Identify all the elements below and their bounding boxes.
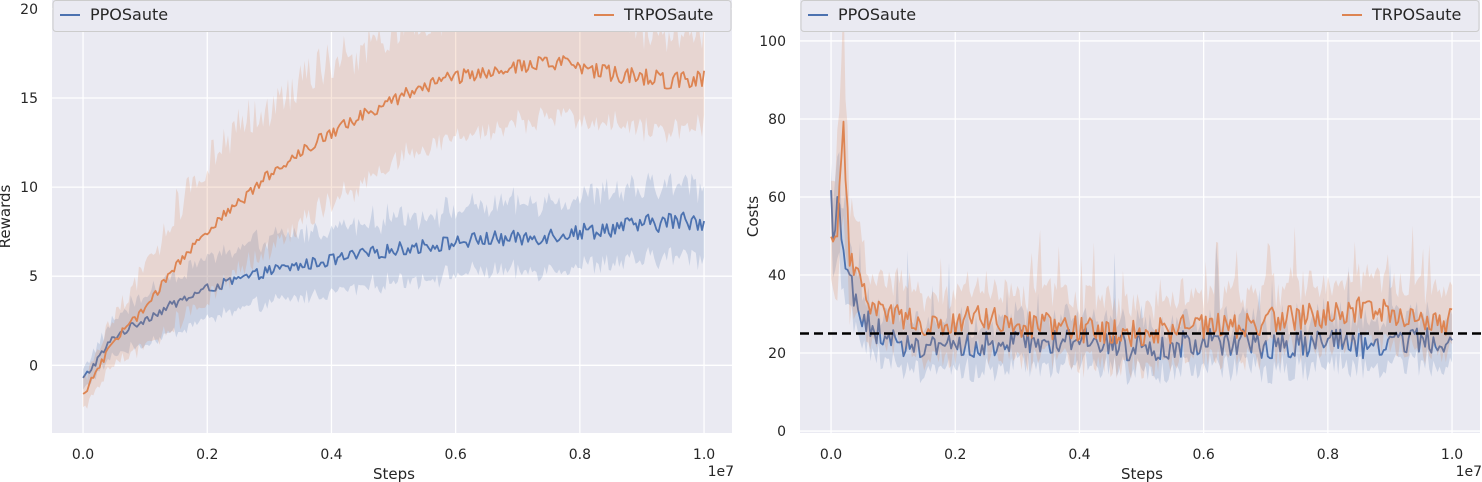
legend-label: PPOSaute xyxy=(90,5,168,24)
series-line-PPOSaute xyxy=(830,190,1453,362)
y-tick-label: 40 xyxy=(768,268,786,284)
x-axis-label: Steps xyxy=(1121,465,1163,482)
legend-label: TRPOSaute xyxy=(1371,5,1461,24)
x-tick-label: 0.2 xyxy=(944,447,966,463)
y-tick-label: 10 xyxy=(20,180,38,196)
x-tick-label: 0.0 xyxy=(72,447,94,463)
x-tick-label: 0.2 xyxy=(196,447,218,463)
y-axis-label: Costs xyxy=(744,196,762,237)
series-line-PPOSaute xyxy=(82,211,705,379)
legend: PPOSaute TRPOSaute xyxy=(800,0,1480,32)
x-tick-label: 0.6 xyxy=(445,447,467,463)
x-tick-label: 0.4 xyxy=(320,447,342,463)
series-band-PPOSaute xyxy=(831,151,1453,385)
x-offset-label: 1e7 xyxy=(708,464,734,480)
rewards-panel: 0.0 0.2 0.4 0.6 0.8 1.0 0 5 10 15 20 Steps Rewards 1e… xyxy=(0,0,734,482)
x-tick-label: 0.4 xyxy=(1068,447,1090,463)
y-tick-label: 80 xyxy=(768,112,786,128)
legend-label: PPOSaute xyxy=(838,5,916,24)
y-tick-label: 15 xyxy=(20,91,38,107)
series-line-TRPOSaute xyxy=(830,120,1453,348)
plot-background xyxy=(52,0,732,433)
x-tick-label: 0.8 xyxy=(569,447,591,463)
x-tick-label: 1.0 xyxy=(1441,447,1463,463)
plot-background xyxy=(800,0,1480,433)
series-band-TRPOSaute xyxy=(83,0,705,409)
costs-panel: 0.0 0.2 0.4 0.6 0.8 1.0 0 20 40 60 80 100 Steps Costs… xyxy=(744,0,1482,482)
y-tick-label: 0 xyxy=(777,424,786,440)
x-tick-label: 0.8 xyxy=(1317,447,1339,463)
x-tick-label: 1.0 xyxy=(693,447,715,463)
series-band-PPOSaute xyxy=(83,172,705,390)
y-axis-label: Rewards xyxy=(0,184,14,248)
x-tick-label: 0.6 xyxy=(1193,447,1215,463)
series-line-TRPOSaute xyxy=(82,55,705,395)
series-band-TRPOSaute xyxy=(831,0,1453,379)
y-tick-label: 0 xyxy=(29,358,38,374)
y-tick-label: 100 xyxy=(759,34,786,50)
legend-box xyxy=(52,0,732,32)
y-tick-label: 60 xyxy=(768,190,786,206)
y-tick-label: 20 xyxy=(768,346,786,362)
plot-area xyxy=(82,0,705,409)
x-offset-label: 1e7 xyxy=(1456,464,1482,480)
legend-label: TRPOSaute xyxy=(623,5,713,24)
legend: PPOSaute TRPOSaute xyxy=(52,0,732,32)
y-tick-label: 5 xyxy=(29,269,38,285)
y-tick-label: 20 xyxy=(20,2,38,18)
legend-box xyxy=(800,0,1480,32)
plot-area xyxy=(830,0,1453,385)
x-axis-label: Steps xyxy=(373,465,415,482)
x-tick-label: 0.0 xyxy=(820,447,842,463)
